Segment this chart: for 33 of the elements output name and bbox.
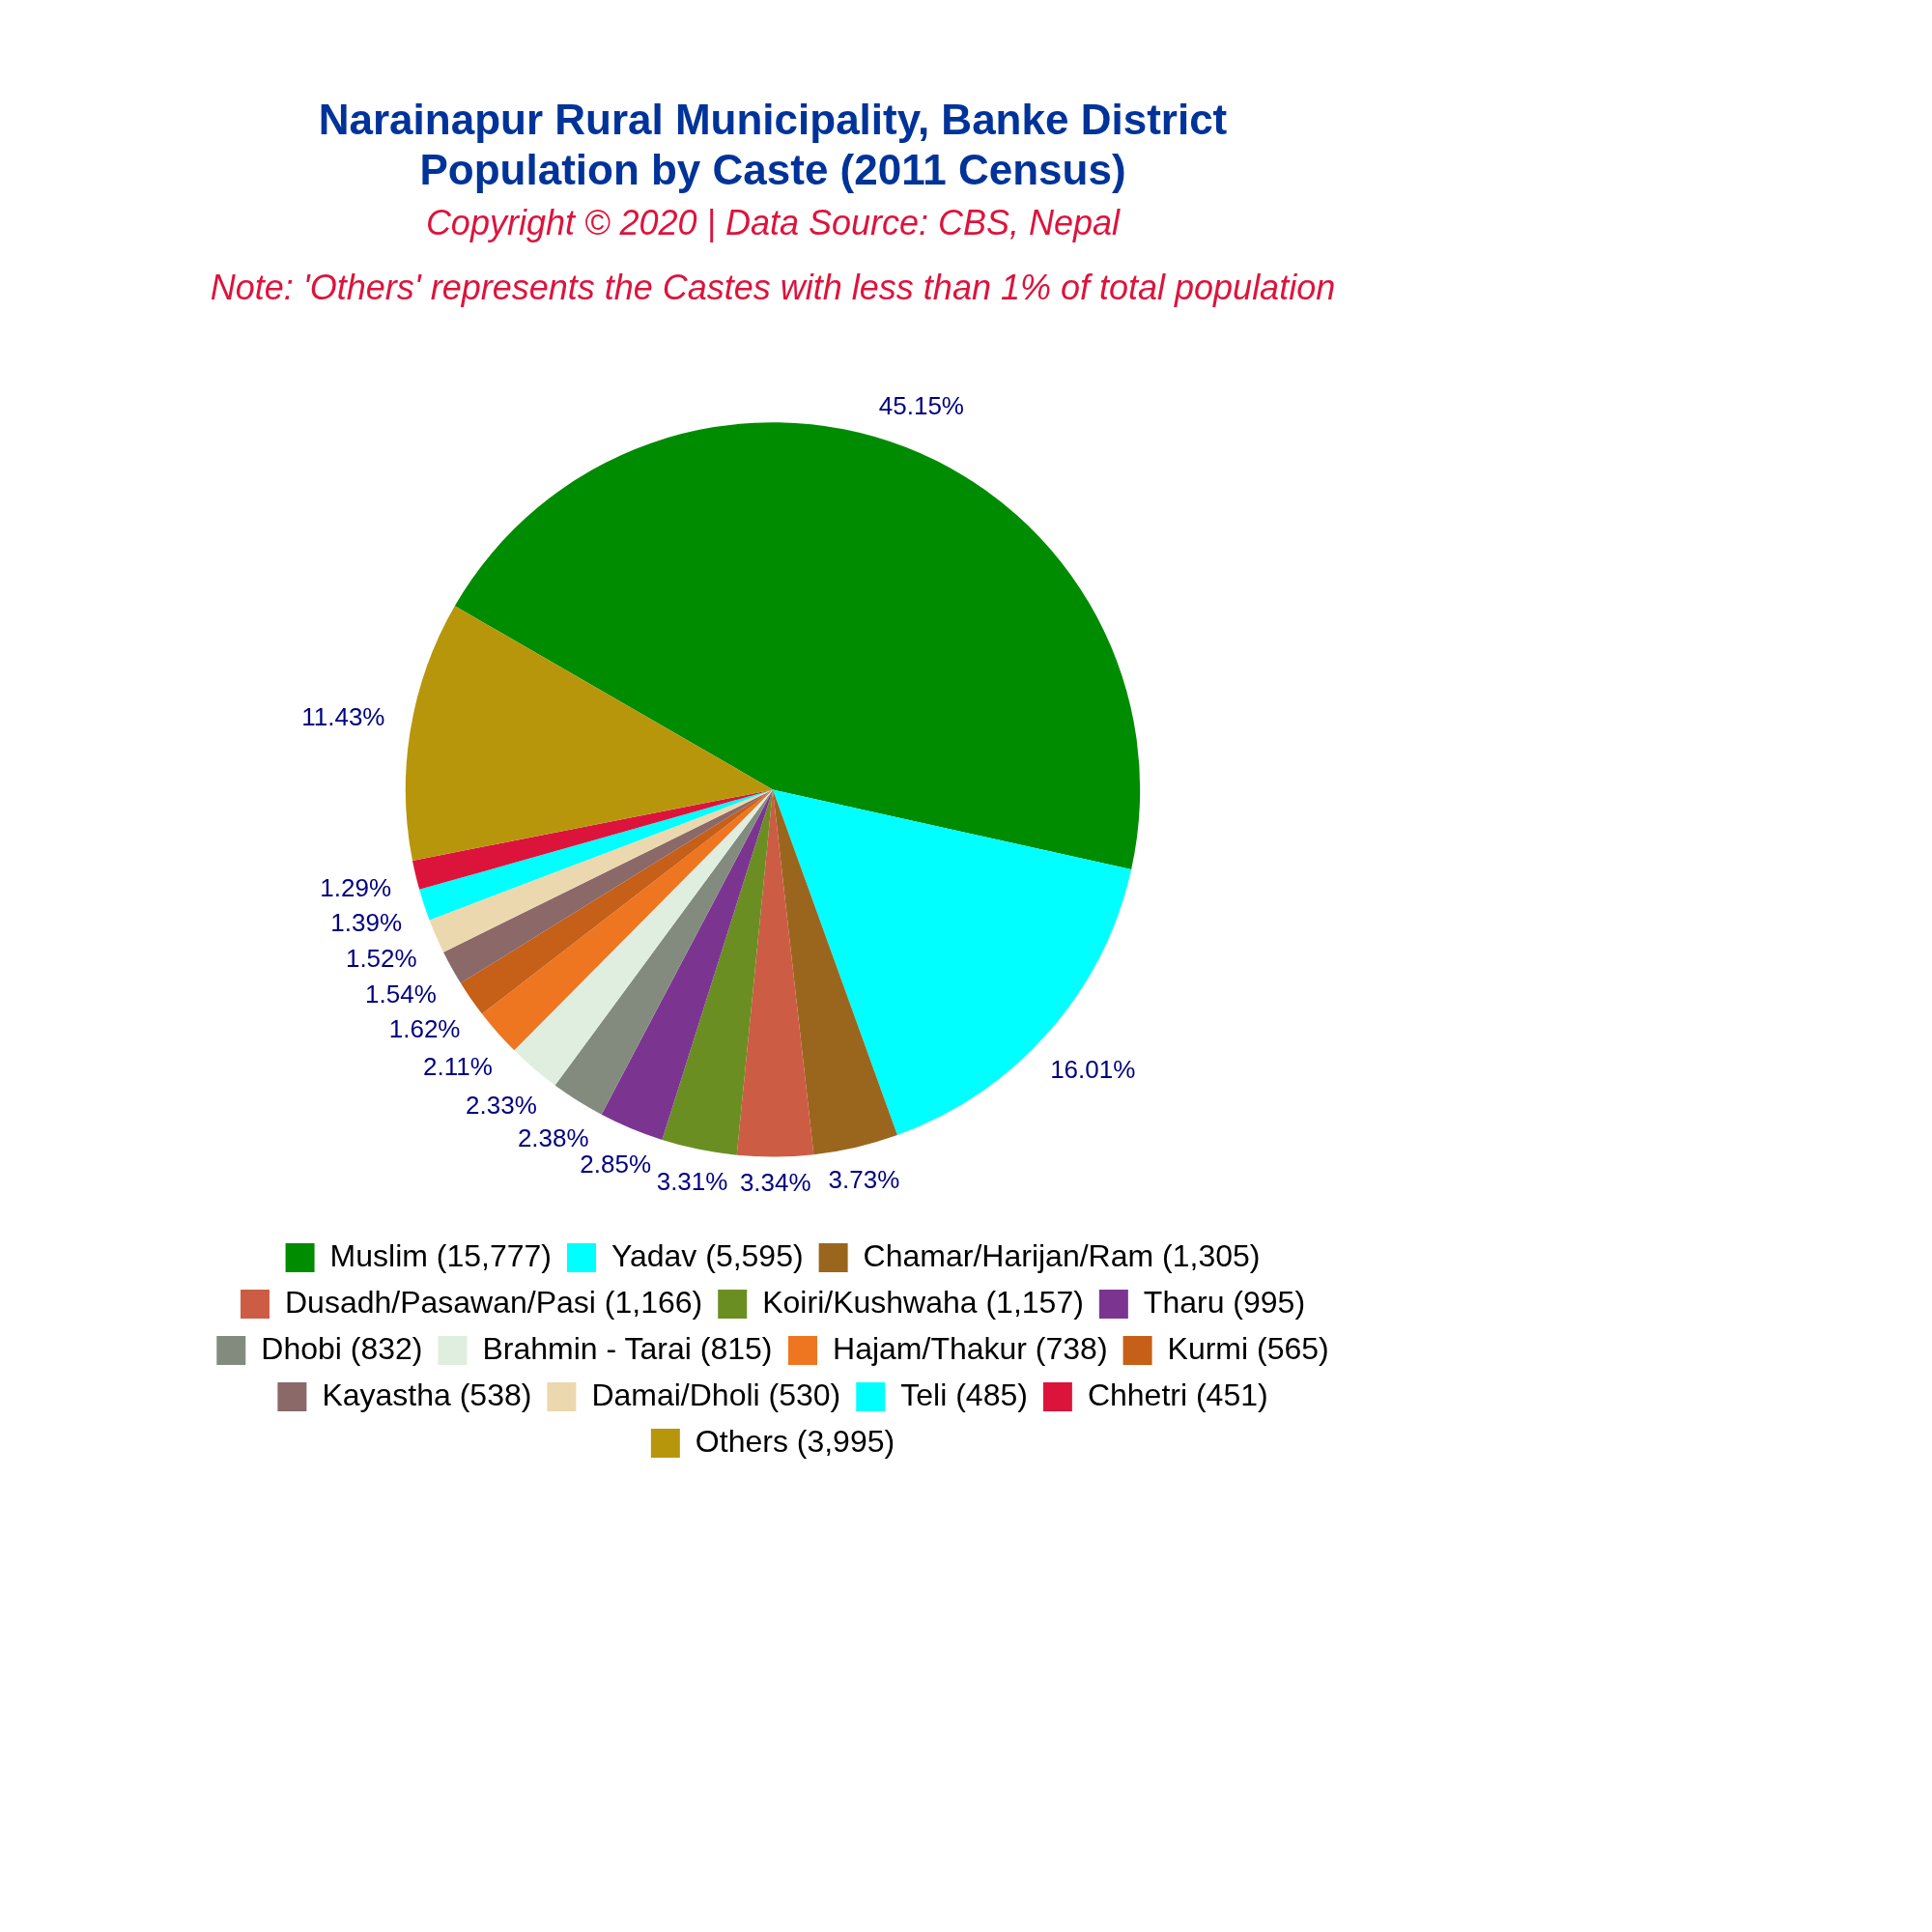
legend-label: Kurmi (565): [1167, 1330, 1329, 1366]
legend-label: Yadav (5,595): [611, 1237, 804, 1273]
data-label: 16.01%: [1050, 1055, 1136, 1085]
data-label: 11.43%: [301, 701, 385, 731]
legend-label: Hajam/Thakur (738): [833, 1330, 1108, 1366]
legend-label: Damai/Dholi (530): [591, 1377, 841, 1412]
legend-label: Others (3,995): [695, 1423, 895, 1459]
data-label: 1.54%: [365, 980, 437, 1009]
chart-title: Narainapur Rural Municipality, Banke District Population by Caste (2011 Census): [318, 95, 1228, 194]
data-label: 3.73%: [828, 1165, 900, 1195]
data-label: 1.29%: [320, 873, 392, 902]
data-label: 2.33%: [466, 1090, 537, 1120]
data-label: 1.39%: [330, 907, 403, 937]
legend-label: Dhobi (832): [261, 1330, 423, 1366]
legend-label: Kayastha (538): [322, 1377, 532, 1412]
legend-label: Tharu (995): [1143, 1284, 1306, 1320]
data-label: 3.34%: [739, 1167, 811, 1197]
text: Note: 'Others' represents the Castes with less than 1% of total population: [210, 268, 1336, 308]
legend-label: Chhetri (451): [1087, 1377, 1268, 1412]
legend-label: Koiri/Kushwaha (1,157): [762, 1284, 1084, 1320]
legend-label: Brahmin - Tarai (815): [482, 1330, 773, 1366]
legend-label: Muslim (15,777): [329, 1237, 552, 1273]
legend-label: Chamar/Harijan/Ram (1,305): [863, 1237, 1261, 1273]
legend-label: Dusadh/Pasawan/Pasi (1,166): [284, 1284, 703, 1320]
legend-label: Teli (485): [900, 1377, 1028, 1412]
data-label: 3.31%: [656, 1166, 728, 1196]
data-label: 1.52%: [345, 944, 417, 974]
chart-subtitle: Copyright © 2020 | Data Source: CBS, Nepal: [425, 203, 1122, 243]
data-label: 2.38%: [517, 1122, 589, 1152]
data-label: 2.11%: [422, 1051, 493, 1081]
data-label: 2.85%: [580, 1150, 652, 1179]
data-label: 45.15%: [878, 391, 964, 421]
data-label: 1.62%: [388, 1014, 461, 1044]
